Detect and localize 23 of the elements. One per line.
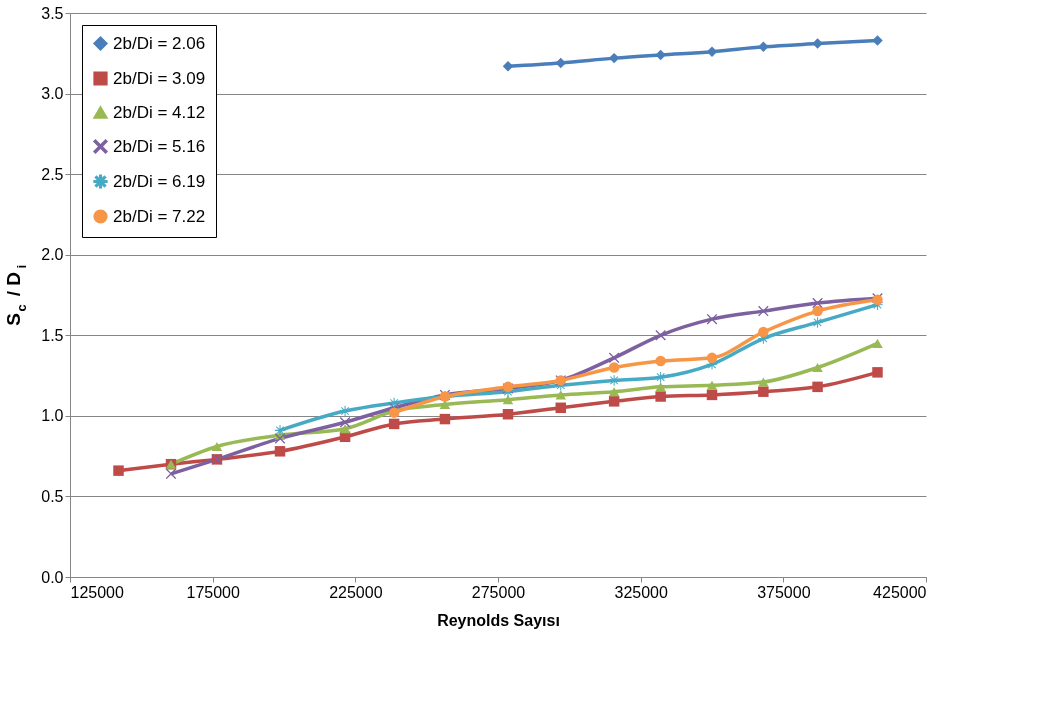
x-tick-label: 175000: [186, 583, 240, 601]
y-tick-label: 2.0: [41, 246, 64, 264]
legend-label: 2b/Di = 7.22: [113, 206, 206, 226]
legend-label: 2b/Di = 2.06: [113, 33, 206, 53]
x-axis-title: Reynolds Sayısı: [437, 611, 560, 629]
x-tick-label: 225000: [329, 583, 383, 601]
legend-label: 2b/Di = 4.12: [113, 102, 206, 122]
y-tick-label: 3.0: [41, 85, 64, 103]
x-tick-label: 425000: [873, 583, 927, 601]
y-tick-label: 2.5: [41, 165, 64, 183]
x-tick-label: 125000: [70, 583, 124, 601]
legend-label: 2b/Di = 6.19: [113, 171, 206, 191]
y-tick-label: 1.5: [41, 326, 64, 344]
y-tick-label: 3.5: [41, 4, 64, 22]
y-axis-title: Sc / Di: [3, 264, 29, 326]
y-tick-label: 0.5: [41, 487, 64, 505]
legend-label: 2b/Di = 5.16: [113, 136, 206, 156]
x-tick-label: 275000: [471, 583, 526, 601]
x-tick-label: 325000: [614, 583, 668, 601]
x-tick-label: 375000: [757, 583, 811, 601]
y-tick-label: 0.0: [41, 568, 64, 586]
y-tick-label: 1.0: [41, 407, 64, 425]
legend-label: 2b/Di = 3.09: [113, 68, 206, 88]
